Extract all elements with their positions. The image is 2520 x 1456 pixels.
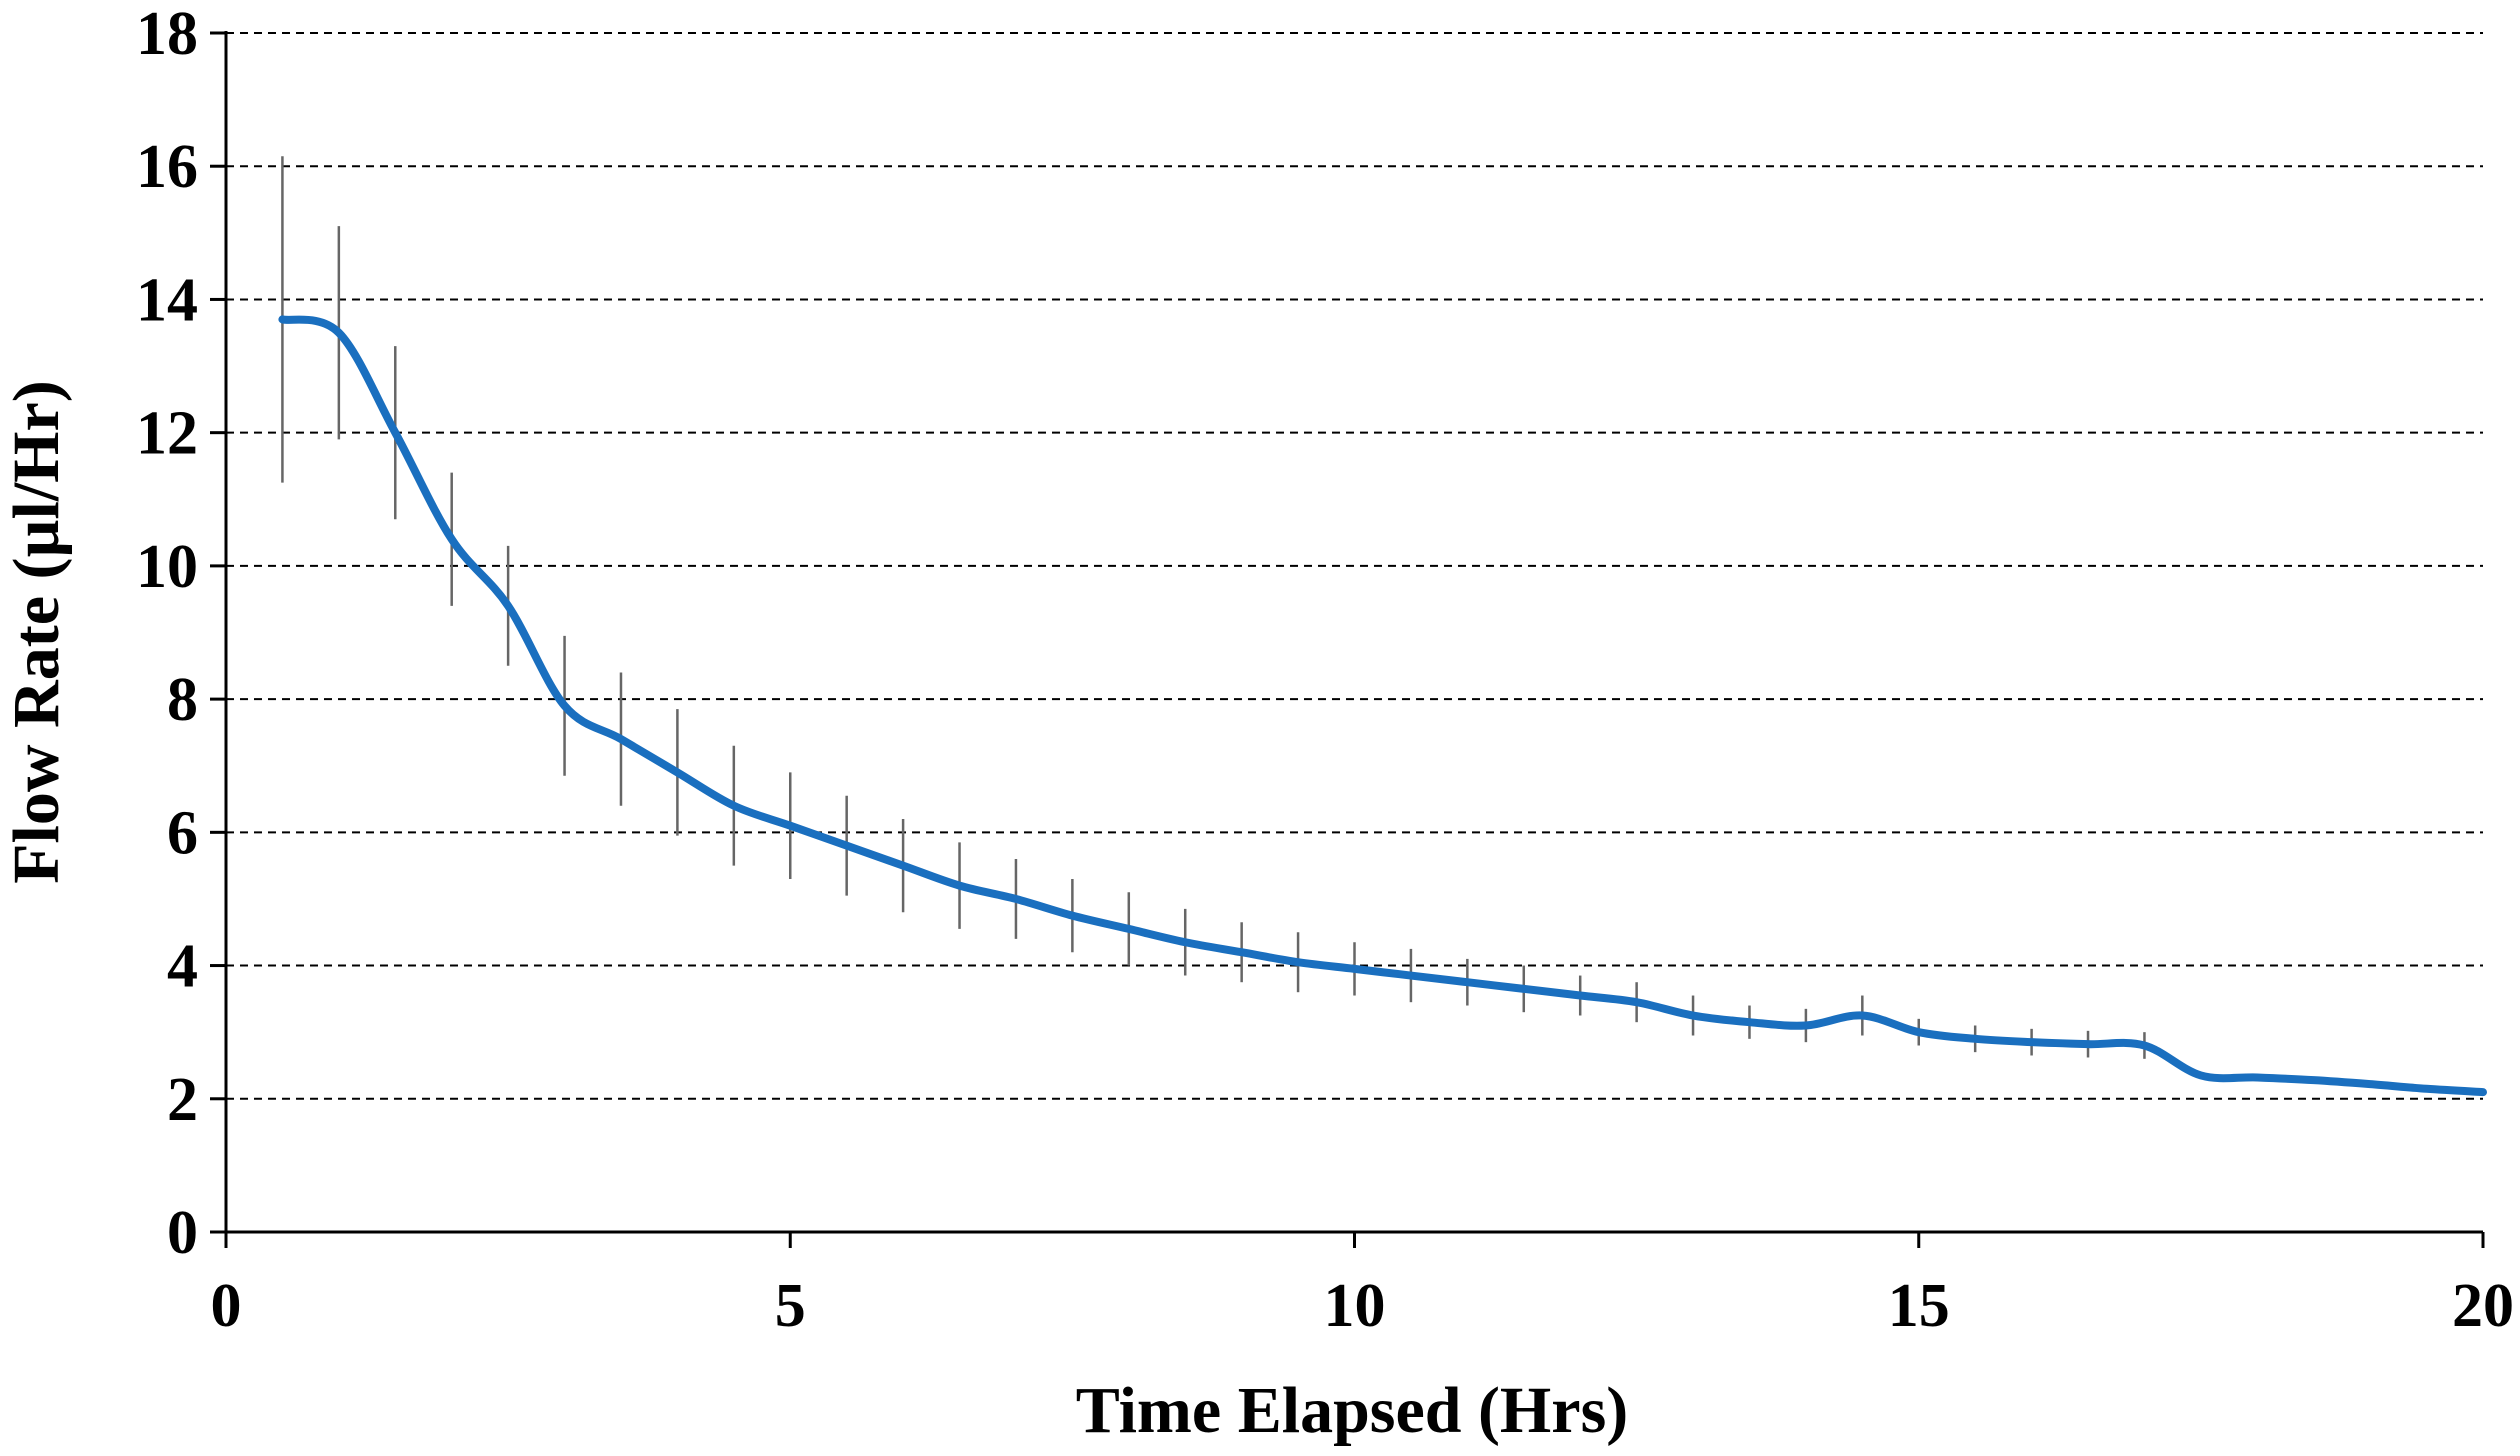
data-point-19.5 [2424,1086,2430,1092]
x-axis-title: Time Elapsed (Hrs) [1076,1374,1628,1447]
x-tick-label-10: 10 [1324,1272,1386,1340]
data-point-2.5 [505,603,511,609]
data-point-18 [2254,1074,2260,1080]
data-point-10.5 [1408,973,1414,979]
data-point-5 [787,823,793,829]
y-tick-label-2: 2 [167,1066,198,1134]
data-point-16 [2029,1039,2035,1045]
tick-labels: 0 2 4 6 8 10 12 14 16 18 0 5 10 15 20 [136,0,2514,1340]
data-point-12.5 [1634,999,1640,1005]
data-point-9 [1239,949,1245,955]
x-tick-label-20: 20 [2452,1272,2514,1340]
y-tick-label-4: 4 [167,933,198,1001]
axes [210,31,2485,1248]
data-point-15.5 [1972,1036,1978,1042]
series-line-0 [278,315,2487,1097]
data-point-5.5 [844,843,850,849]
y-axis-title: Flow Rate (µl/Hr) [0,380,73,884]
x-tick-label-15: 15 [1888,1272,1950,1340]
gridlines [226,32,2483,1100]
data-point-15 [1916,1029,1922,1035]
data-point-13.5 [1746,1019,1752,1025]
data-point-6 [900,863,906,869]
data-point-8.5 [1182,939,1188,945]
data-point-0.5 [279,316,285,322]
error-bars [281,156,2146,1059]
data-point-7 [1013,896,1019,902]
data-point-6.5 [957,883,963,889]
data-point-19 [2367,1081,2373,1087]
data-point-2 [449,536,455,542]
data-point-16.5 [2085,1041,2091,1047]
data-point-9.5 [1295,959,1301,965]
y-tick-label-0: 0 [167,1199,198,1267]
data-point-17 [2141,1042,2147,1048]
y-tick-label-6: 6 [167,799,198,867]
data-point-20 [2480,1089,2486,1095]
data-point-17.5 [2198,1072,2204,1078]
data-point-3 [562,703,568,709]
data-point-11 [1464,979,1470,985]
data-point-7.5 [1069,913,1075,919]
y-tick-label-16: 16 [136,133,198,201]
data-point-12 [1577,993,1583,999]
data-point-13 [1690,1013,1696,1019]
y-tick-label-8: 8 [167,666,198,734]
y-tick-label-18: 18 [136,0,198,68]
data-point-4.5 [731,803,737,809]
data-point-1.5 [392,430,398,436]
data-point-14 [1803,1023,1809,1029]
data-point-11.5 [1521,986,1527,992]
data-point-10 [1352,966,1358,972]
data-point-1 [336,330,342,336]
data-point-4 [674,769,680,775]
y-tick-label-10: 10 [136,533,198,601]
x-tick-label-5: 5 [775,1272,806,1340]
data-point-8 [1126,926,1132,932]
y-tick-label-14: 14 [136,266,198,334]
x-tick-label-0: 0 [211,1272,242,1340]
data-point-18.5 [2311,1077,2317,1083]
data-series [278,315,2487,1097]
data-point-3.5 [618,736,624,742]
y-tick-label-12: 12 [136,400,198,468]
data-point-14.5 [1859,1013,1865,1019]
